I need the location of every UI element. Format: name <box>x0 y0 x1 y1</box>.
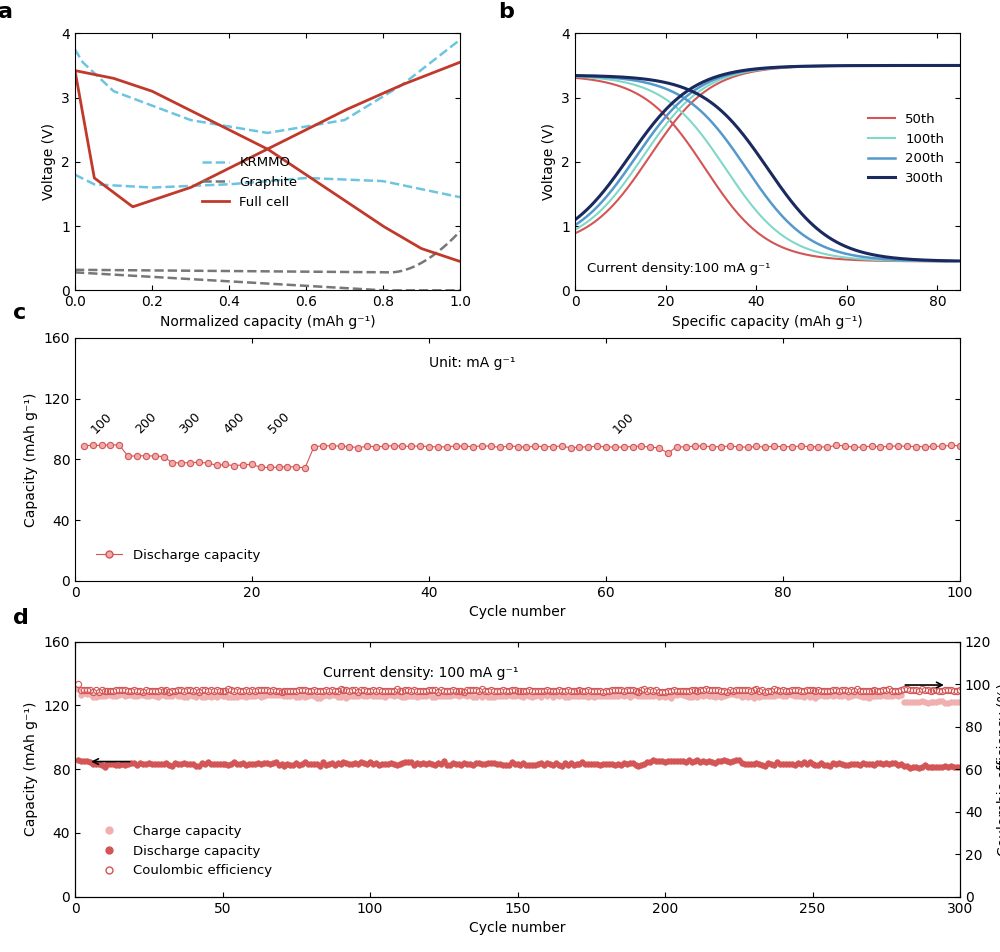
Text: d: d <box>13 607 29 627</box>
Text: b: b <box>498 2 514 22</box>
Text: 300: 300 <box>177 410 203 437</box>
Legend: 50th, 100th, 200th, 300th: 50th, 100th, 200th, 300th <box>863 108 950 190</box>
Text: 500: 500 <box>265 410 292 437</box>
X-axis label: Normalized capacity (mAh g⁻¹): Normalized capacity (mAh g⁻¹) <box>160 315 375 328</box>
Y-axis label: Capacity (mAh g⁻¹): Capacity (mAh g⁻¹) <box>24 702 38 837</box>
Text: a: a <box>0 2 13 22</box>
X-axis label: Cycle number: Cycle number <box>469 605 566 619</box>
Y-axis label: Coulombic efficiency (%): Coulombic efficiency (%) <box>997 683 1000 856</box>
Text: 200: 200 <box>133 410 159 437</box>
X-axis label: Specific capacity (mAh g⁻¹): Specific capacity (mAh g⁻¹) <box>672 315 863 328</box>
Text: 100: 100 <box>611 410 637 437</box>
X-axis label: Cycle number: Cycle number <box>469 922 566 935</box>
Legend: Discharge capacity: Discharge capacity <box>90 544 265 566</box>
Text: Current density: 100 mA g⁻¹: Current density: 100 mA g⁻¹ <box>323 666 518 681</box>
Legend: Charge capacity, Discharge capacity, Coulombic efficiency: Charge capacity, Discharge capacity, Cou… <box>90 820 277 883</box>
Y-axis label: Voltage (V): Voltage (V) <box>42 124 56 200</box>
Text: 100: 100 <box>89 410 115 437</box>
Y-axis label: Voltage (V): Voltage (V) <box>542 124 556 200</box>
Text: Unit: mA g⁻¹: Unit: mA g⁻¹ <box>429 356 516 370</box>
Text: Current density:100 mA g⁻¹: Current density:100 mA g⁻¹ <box>587 262 770 275</box>
Text: 400: 400 <box>221 410 247 437</box>
Text: c: c <box>13 303 26 323</box>
Y-axis label: Capacity (mAh g⁻¹): Capacity (mAh g⁻¹) <box>24 392 38 526</box>
Legend: KRMMO, Graphite, Full cell: KRMMO, Graphite, Full cell <box>197 151 303 214</box>
